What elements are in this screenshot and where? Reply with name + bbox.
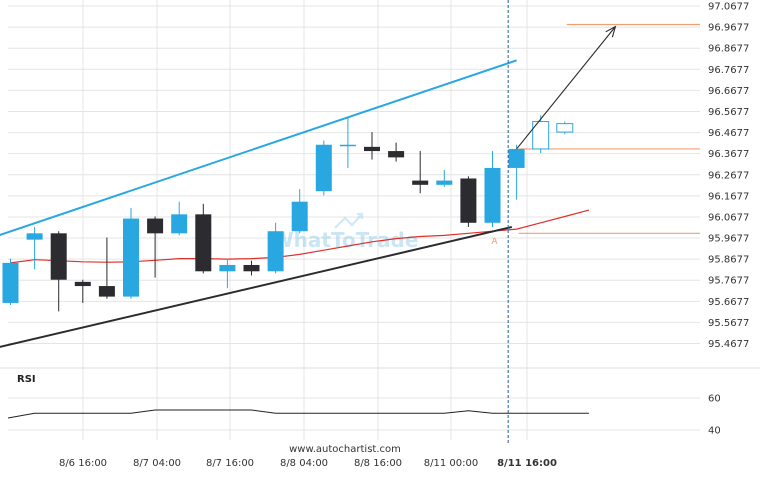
rsi-label: RSI — [17, 374, 36, 385]
price-tick-label: 95.5677 — [708, 318, 749, 329]
price-tick-label: 95.9677 — [708, 234, 749, 245]
time-tick-label: 8/11 00:00 — [424, 458, 478, 469]
upper-trendline — [0, 59, 517, 236]
candle-body — [26, 233, 43, 240]
rsi-tick-label: 40 — [708, 426, 721, 437]
candle-body — [364, 146, 380, 152]
time-tick-label: 8/7 04:00 — [133, 458, 181, 469]
candle-body — [532, 121, 550, 150]
candle-body — [50, 233, 67, 280]
candle-body — [315, 144, 332, 192]
candle-body — [243, 264, 260, 272]
candle-body — [339, 144, 356, 147]
price-tick-label: 96.9677 — [708, 23, 749, 34]
grid — [0, 0, 760, 440]
price-tick-label: 96.0677 — [708, 212, 749, 223]
candle-body — [98, 286, 115, 297]
time-tick-label: 8/8 16:00 — [354, 458, 402, 469]
candle-body — [556, 123, 574, 133]
candle-body — [267, 231, 284, 272]
watermark: WhatToTrade — [272, 212, 419, 252]
candle-body — [508, 148, 525, 168]
rsi-tick-label: 60 — [708, 394, 721, 405]
footer-source: www.autochartist.com — [289, 444, 401, 455]
price-tick-label: 97.0677 — [708, 2, 749, 13]
candles: A — [2, 115, 574, 312]
price-axis: 97.0677 96.9677 96.8677 96.7677 96.6677 96.56… — [708, 2, 749, 351]
candle-body — [460, 178, 477, 223]
candle-body — [74, 281, 91, 287]
price-tick-label: 96.5677 — [708, 107, 749, 118]
watermark-text: WhatToTrade — [272, 228, 419, 252]
point-label: A — [491, 237, 498, 247]
forecast-line — [516, 26, 616, 150]
price-tick-label: 95.8677 — [708, 255, 749, 266]
time-tick-label: 8/11 16:00 — [497, 458, 557, 469]
time-tick-label: 8/8 04:00 — [280, 458, 328, 469]
lower-trendline — [0, 226, 513, 348]
candle-body — [147, 218, 164, 234]
candle-body — [484, 167, 501, 223]
forecast-arrowhead-icon — [605, 25, 617, 38]
price-tick-label: 95.4677 — [708, 339, 749, 350]
watermark-logo-icon — [334, 212, 364, 229]
candle-body — [291, 201, 308, 232]
candle-body — [388, 151, 405, 158]
rsi-panel: RSI 60 40 — [7, 374, 721, 437]
price-tick-label: 96.2677 — [708, 170, 749, 181]
price-tick-label: 95.7677 — [708, 276, 749, 287]
time-axis: 8/6 16:00 8/7 04:00 8/7 16:00 8/8 04:00 8/8 … — [59, 458, 557, 469]
price-tick-label: 95.6677 — [708, 297, 749, 308]
candle-body — [195, 214, 212, 272]
trendlines — [0, 59, 517, 348]
price-tick-label: 96.6677 — [708, 86, 749, 97]
price-tick-label: 96.1677 — [708, 191, 749, 202]
forecast-arrow — [516, 25, 617, 150]
price-tick-label: 96.3677 — [708, 149, 749, 160]
time-tick-label: 8/6 16:00 — [59, 458, 107, 469]
time-tick-label: 8/7 16:00 — [206, 458, 254, 469]
candle-body — [123, 218, 139, 297]
candle-body — [436, 180, 453, 185]
candle-body — [412, 180, 429, 185]
price-tick-label: 96.7677 — [708, 65, 749, 76]
candle-body — [219, 264, 236, 272]
price-tick-label: 96.4677 — [708, 128, 749, 139]
candle-body — [171, 214, 188, 234]
price-tick-label: 96.8677 — [708, 44, 749, 55]
candle-body — [2, 262, 19, 303]
rsi-line — [7, 409, 589, 419]
